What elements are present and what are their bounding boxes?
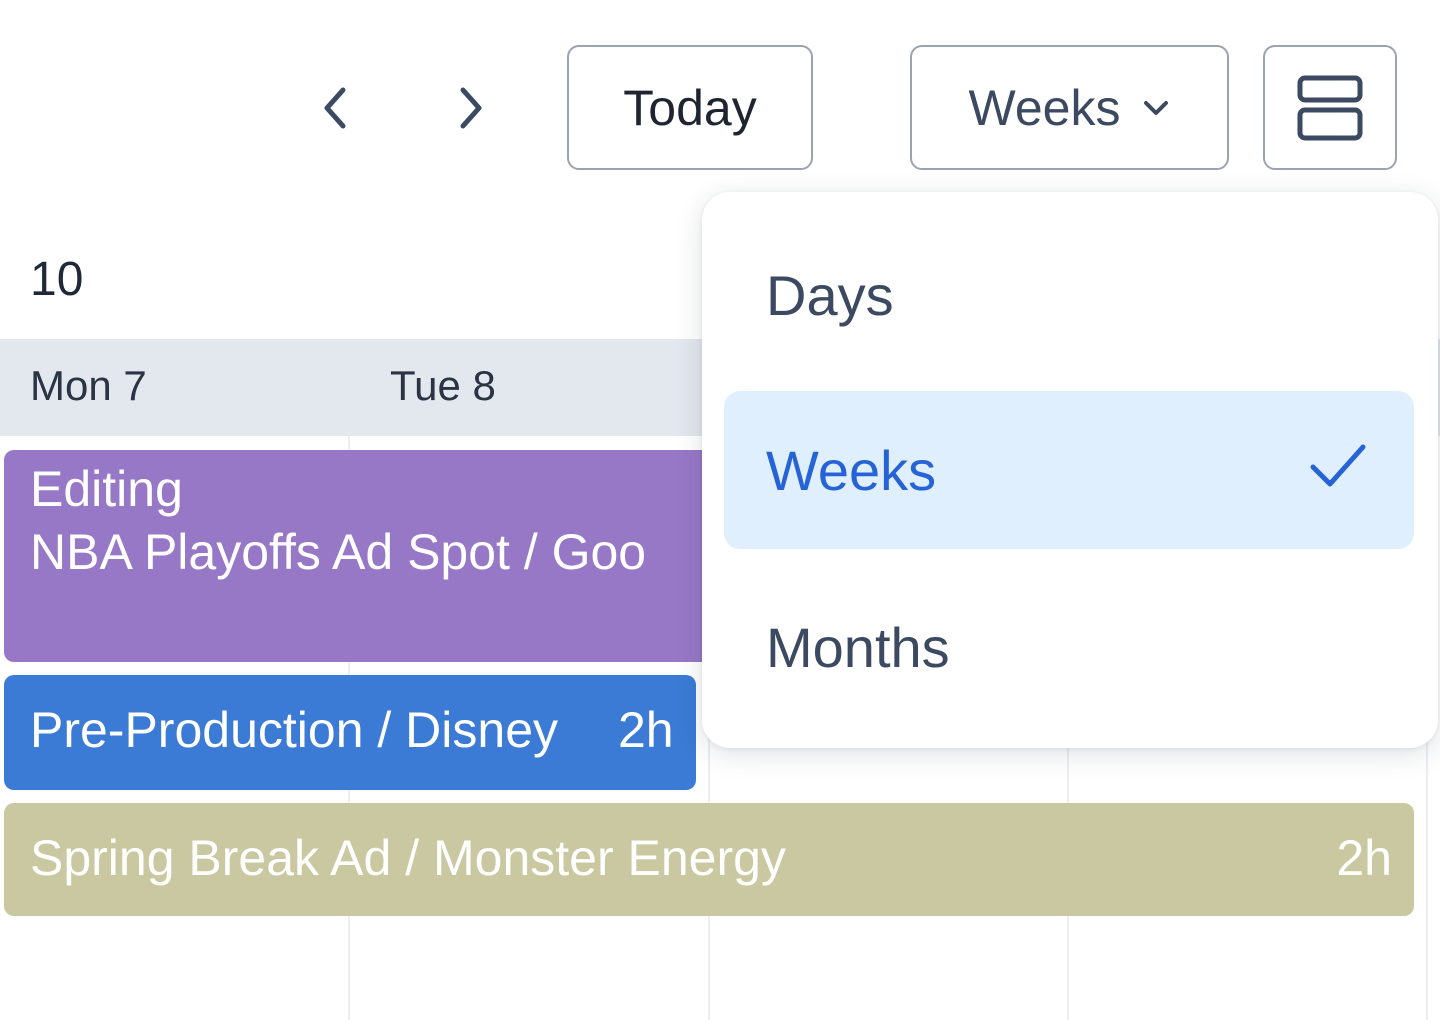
- menu-item-months[interactable]: Months: [724, 568, 1414, 726]
- event-duration: 2h: [1336, 830, 1392, 886]
- day-header-monday: Mon 7: [30, 362, 147, 409]
- menu-item-label: Days: [766, 263, 894, 327]
- event-editing-nba-playoffs[interactable]: Editing NBA Playoffs Ad Spot / Goo: [4, 450, 764, 662]
- view-select-label: Weeks: [968, 79, 1121, 136]
- event-title: Spring Break Ad / Monster Energy: [30, 830, 786, 886]
- chevron-right-icon: [460, 87, 482, 129]
- event-title: NBA Playoffs Ad Spot / Goo: [30, 524, 647, 580]
- previous-period-button[interactable]: [306, 78, 366, 138]
- menu-item-label: Weeks: [766, 438, 937, 502]
- event-spring-break-monster-energy[interactable]: Spring Break Ad / Monster Energy 2h: [4, 803, 1414, 916]
- event-type-label: Editing: [30, 461, 183, 517]
- chevron-down-icon: [1144, 100, 1169, 115]
- event-pre-production-disney[interactable]: Pre-Production / Disney 2h: [4, 675, 696, 790]
- today-button-label: Today: [623, 79, 757, 136]
- today-button[interactable]: Today: [567, 45, 813, 170]
- view-dropdown-menu: Days Weeks Months: [702, 192, 1438, 748]
- event-title: Pre-Production / Disney: [30, 702, 559, 758]
- menu-item-days[interactable]: Days: [724, 216, 1414, 374]
- chevron-left-icon: [324, 87, 346, 129]
- rows-layout-icon: [1297, 75, 1363, 140]
- menu-item-label: Months: [766, 615, 950, 679]
- next-period-button[interactable]: [440, 78, 500, 138]
- event-duration: 2h: [618, 702, 674, 758]
- checkmark-icon: [1310, 444, 1366, 487]
- week-number: 10: [30, 253, 84, 306]
- day-header-tuesday: Tue 8: [390, 362, 496, 409]
- menu-item-weeks[interactable]: Weeks: [724, 391, 1414, 549]
- layout-toggle-button[interactable]: [1263, 45, 1397, 170]
- view-select-button[interactable]: Weeks: [910, 45, 1229, 170]
